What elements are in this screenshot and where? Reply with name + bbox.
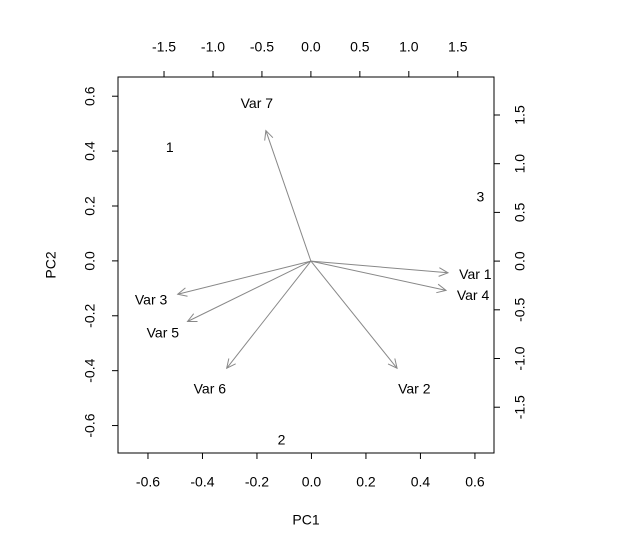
arrow-shaft	[310, 260, 447, 291]
loading-label: Var 3	[135, 292, 168, 308]
arrow-head	[387, 358, 398, 370]
y2-tick-label: 0.5	[512, 202, 528, 222]
y-axis-label: PC2	[43, 251, 59, 278]
loading-label: Var 5	[147, 324, 180, 340]
x2-tick-label: -1.5	[152, 39, 176, 55]
observation-point: 2	[278, 431, 286, 447]
y-tick-label: 0.6	[82, 86, 98, 106]
loading-label: Var 6	[194, 380, 227, 396]
y-tick-label: -0.4	[82, 358, 98, 382]
x-tick-label: 0.0	[302, 474, 322, 490]
arrow-shaft	[226, 260, 312, 369]
x2-tick-label: -1.0	[201, 39, 225, 55]
y2-tick-label: -0.5	[512, 298, 528, 322]
loading-label: Var 2	[398, 380, 431, 396]
observation-point: 1	[166, 139, 174, 155]
arrow-shaft	[310, 260, 398, 369]
y2-tick-label: -1.5	[512, 395, 528, 419]
arrow-shaft	[187, 260, 312, 322]
arrow-head	[438, 267, 450, 277]
loading-arrow	[310, 260, 398, 370]
y2-tick-label: -1.0	[512, 346, 528, 370]
y-tick-label: 0.2	[82, 196, 98, 216]
y2-tick-label: 1.5	[512, 105, 528, 125]
loading-arrow	[176, 260, 312, 297]
x-tick-label: -0.2	[245, 474, 269, 490]
arrow-head	[264, 129, 274, 141]
y-tick-label: 0.4	[82, 141, 98, 161]
x-tick-label: -0.4	[190, 474, 214, 490]
loading-label: Var 1	[459, 266, 492, 282]
arrow-shaft	[310, 260, 449, 274]
loading-arrow	[310, 260, 448, 294]
x2-tick-label: 0.5	[350, 39, 370, 55]
x2-tick-label: -0.5	[250, 39, 274, 55]
loading-arrow	[264, 129, 312, 262]
x-tick-label: 0.2	[356, 474, 376, 490]
x-tick-label: 0.6	[465, 474, 485, 490]
arrow-shaft	[265, 130, 312, 262]
loading-label: Var 4	[457, 287, 490, 303]
x-tick-label: 0.4	[411, 474, 431, 490]
loading-arrow	[186, 260, 312, 323]
y2-tick-label: 0.0	[512, 251, 528, 271]
y-tick-label: 0.0	[82, 251, 98, 271]
loading-arrow	[310, 260, 450, 277]
y-tick-label: -0.2	[82, 303, 98, 327]
x2-tick-label: 0.0	[301, 39, 321, 55]
loading-label: Var 7	[241, 95, 274, 111]
y-tick-label: -0.6	[82, 413, 98, 437]
arrow-head	[186, 313, 198, 323]
arrow-head	[176, 287, 188, 297]
arrow-shaft	[177, 260, 312, 295]
observation-point: 3	[476, 188, 484, 204]
x-tick-label: -0.6	[136, 474, 160, 490]
arrow-head	[436, 283, 448, 294]
x2-tick-label: 1.0	[399, 39, 419, 55]
plot-frame	[117, 76, 495, 454]
plot-area: 1 2 3 Var 1 Var 2 Var 3 Var 4 Var 5 Var 6 Var 7	[135, 95, 492, 447]
arrow-head	[225, 358, 236, 370]
loading-arrow	[225, 260, 312, 370]
x-axis-label: PC1	[292, 512, 319, 528]
y2-tick-label: 1.0	[512, 154, 528, 174]
x2-tick-label: 1.5	[448, 39, 468, 55]
